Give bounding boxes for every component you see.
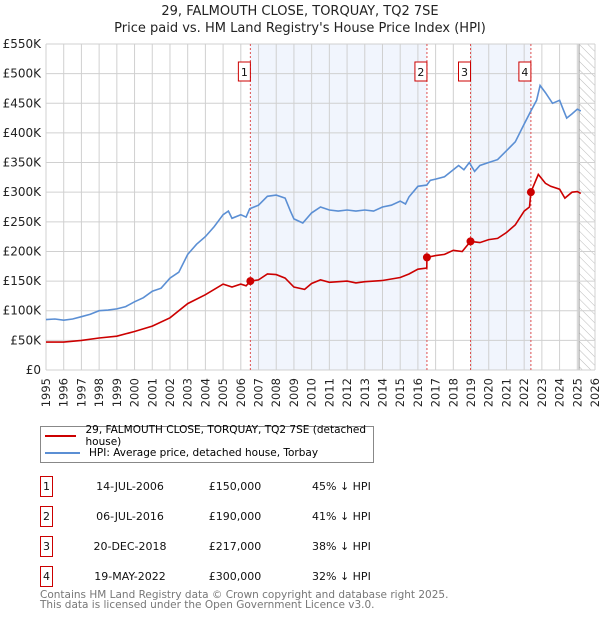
x-tick-label: 2007: [252, 378, 266, 407]
x-tick-label: 2023: [535, 378, 549, 407]
sale-hpi-diff: 38% ↓ HPI: [312, 540, 371, 553]
sale-label-box: 3: [458, 61, 472, 82]
y-tick-label: £250K: [3, 215, 43, 229]
x-tick-label: 2010: [305, 378, 319, 407]
legend-label: HPI: Average price, detached house, Torb…: [89, 447, 319, 459]
y-tick-label: £100K: [3, 304, 43, 318]
sale-date: 19-MAY-2022: [94, 570, 166, 583]
sale-price: £190,000: [208, 510, 262, 523]
sale-label-number: 4: [521, 66, 528, 79]
legend-item-hpi: HPI: Average price, detached house, Torb…: [45, 445, 318, 461]
y-tick-label: £300K: [3, 185, 43, 199]
sale-point: [246, 277, 255, 286]
y-tick-label: £0: [26, 363, 41, 377]
sale-price: £217,000: [208, 540, 262, 553]
x-tick-label: 2008: [269, 378, 283, 407]
x-tick-label: 2012: [340, 378, 354, 407]
plot-area: 1995 1996 1997 1998 1999 2000 2001 2002 2003 2004…: [3, 37, 600, 407]
sale-row: 2 06-JUL-2016 £190,000 41% ↓ HPI: [40, 506, 400, 527]
y-tick-label: £400K: [3, 126, 43, 140]
x-tick-label: 2019: [464, 378, 478, 407]
x-tick-label: 2004: [198, 378, 212, 407]
series-line: [46, 172, 582, 343]
x-tick-label: 2026: [588, 378, 600, 407]
sale-row: 4 19-MAY-2022 £300,000 32% ↓ HPI: [40, 566, 400, 587]
x-tick-label: 2014: [375, 378, 389, 407]
x-tick-label: 2006: [234, 378, 248, 407]
y-tick-label: £500K: [3, 67, 43, 81]
sale-price: £300,000: [208, 570, 262, 583]
sale-label-box: 2: [414, 61, 428, 82]
sale-date: 20-DEC-2018: [93, 540, 167, 553]
y-tick-label: £50K: [10, 333, 42, 347]
sale-price: £150,000: [208, 480, 262, 493]
x-tick-label: 2020: [482, 378, 496, 407]
sale-label-number: 1: [241, 66, 248, 79]
x-tick-label: 2001: [145, 378, 159, 407]
sale-label-box: 1: [237, 61, 251, 82]
x-tick-label: 1996: [57, 378, 71, 407]
footer-line-2: This data is licensed under the Open Gov…: [40, 599, 375, 611]
sale-label-border: [237, 61, 251, 82]
x-tick-label: 2025: [570, 378, 584, 407]
sale-date: 06-JUL-2016: [96, 510, 164, 523]
x-tick-label: 1998: [92, 378, 106, 407]
sale-date: 14-JUL-2006: [96, 480, 164, 493]
x-tick-label: 2005: [216, 378, 230, 407]
x-tick-label: 2015: [393, 378, 407, 407]
x-tick-label: 1995: [39, 378, 53, 407]
sale-row: 3 20-DEC-2018 £217,000 38% ↓ HPI: [40, 536, 400, 557]
sale-point: [466, 237, 475, 246]
chart-subtitle: Price paid vs. HM Land Registry's House …: [114, 21, 486, 36]
footer: Contains HM Land Registry data © Crown c…: [40, 589, 449, 611]
legend-item-property: 29, FALMOUTH CLOSE, TORQUAY, TQ2 7SE (de…: [45, 424, 373, 448]
series-line: [45, 83, 582, 322]
sale-label-number: 2: [417, 66, 424, 79]
x-tick-label: 2002: [163, 378, 177, 407]
sale-label-border: [414, 61, 428, 82]
x-tick-label: 2011: [322, 378, 336, 407]
sale-point: [422, 253, 431, 262]
shaded-period: [250, 44, 427, 370]
sale-label-number: 3: [461, 66, 468, 79]
sale-number: 2: [40, 506, 53, 527]
forecast-hatch: [579, 44, 595, 370]
x-tick-label: 2000: [128, 378, 142, 407]
shaded-period: [470, 44, 531, 370]
y-tick-label: £550K: [3, 37, 43, 51]
sale-label-box: 4: [518, 61, 532, 82]
sale-label-border: [518, 61, 532, 82]
sale-row: 1 14-JUL-2006 £150,000 45% ↓ HPI: [40, 476, 400, 497]
sale-number: 3: [40, 536, 53, 557]
x-tick-label: 2018: [446, 378, 460, 407]
legend-swatch-blue: [45, 452, 80, 454]
legend: 29, FALMOUTH CLOSE, TORQUAY, TQ2 7SE (de…: [40, 424, 374, 463]
sale-number: 1: [40, 476, 53, 497]
sale-label-border: [458, 61, 472, 82]
x-tick-label: 1997: [74, 378, 88, 407]
sale-hpi-diff: 41% ↓ HPI: [312, 510, 371, 523]
x-tick-label: 2013: [358, 378, 372, 407]
x-tick-label: 1999: [110, 378, 124, 407]
x-tick-label: 2009: [287, 378, 301, 407]
x-tick-label: 2024: [553, 378, 567, 407]
y-tick-label: £350K: [3, 156, 43, 170]
x-tick-label: 2003: [181, 378, 195, 407]
sale-hpi-diff: 45% ↓ HPI: [312, 480, 371, 493]
sale-number: 4: [40, 566, 53, 587]
x-tick-label: 2017: [429, 378, 443, 407]
x-tick-label: 2021: [499, 378, 513, 407]
legend-swatch-red: [45, 435, 77, 437]
y-tick-label: £200K: [3, 244, 43, 258]
sale-hpi-diff: 32% ↓ HPI: [312, 570, 371, 583]
x-tick-label: 2016: [411, 378, 425, 407]
sale-point: [526, 188, 535, 197]
x-tick-label: 2022: [517, 378, 531, 407]
footer-line-1: Contains HM Land Registry data © Crown c…: [40, 589, 449, 601]
y-tick-label: £150K: [3, 274, 43, 288]
chart-title: 29, FALMOUTH CLOSE, TORQUAY, TQ2 7SE: [161, 4, 439, 19]
legend-label: 29, FALMOUTH CLOSE, TORQUAY, TQ2 7SE (de…: [85, 424, 367, 448]
y-tick-label: £450K: [3, 96, 43, 110]
